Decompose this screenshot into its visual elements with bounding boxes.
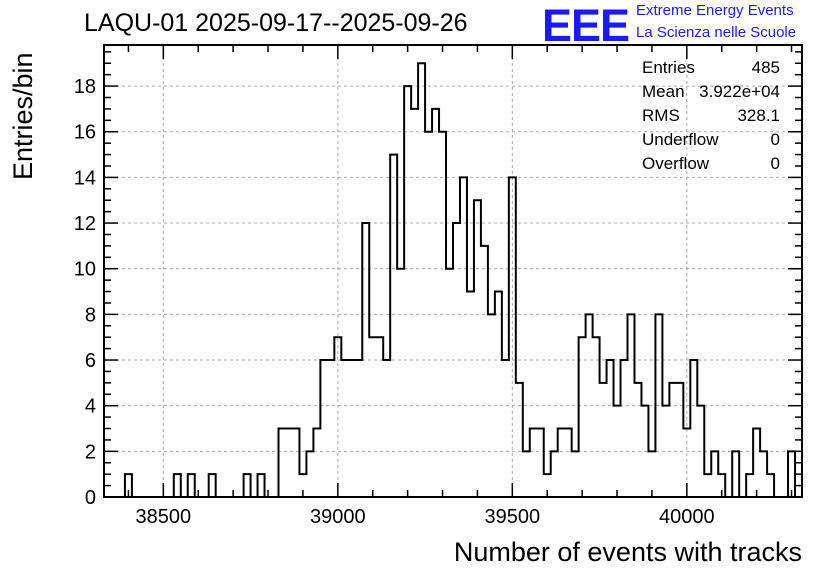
brand-line-1: Extreme Energy Events — [636, 2, 794, 19]
x-axis-label: Number of events with tracks — [453, 537, 802, 567]
stat-rms: RMS 328.1 — [642, 106, 780, 130]
stat-rms-value: 328.1 — [737, 106, 780, 125]
stat-overflow-value: 0 — [770, 154, 780, 173]
y-tick-label: 18 — [74, 76, 96, 98]
x-tick-label: 39500 — [485, 506, 541, 528]
stat-overflow-label: Overflow — [642, 154, 710, 173]
stat-entries-value: 485 — [751, 58, 780, 77]
stat-mean-value: 3.922e+04 — [699, 82, 780, 101]
stat-rms-label: RMS — [642, 106, 680, 125]
stat-entries-label: Entries — [642, 58, 695, 77]
stat-overflow: Overflow 0 — [642, 154, 780, 178]
stat-underflow-value: 0 — [770, 130, 780, 149]
stat-mean: Mean 3.922e+04 — [642, 82, 780, 106]
stat-underflow: Underflow 0 — [642, 130, 780, 154]
y-axis-label: Entries/bin — [8, 52, 38, 180]
y-tick-label: 12 — [74, 213, 96, 235]
x-tick-label: 38500 — [136, 506, 192, 528]
plot-frame — [103, 44, 803, 498]
y-tick-label: 2 — [85, 441, 96, 463]
stat-mean-label: Mean — [642, 82, 685, 101]
axis-ticks — [104, 45, 802, 498]
y-tick-label: 16 — [74, 122, 96, 144]
x-tick-label: 39000 — [310, 506, 366, 528]
tick-labels: 38500 39000 39500 40000 0 2 4 6 8 10 12 14 16 18 — [74, 76, 715, 528]
y-tick-label: 4 — [85, 396, 96, 418]
y-tick-label: 0 — [85, 487, 96, 509]
chart-title: LAQU-01 2025-09-17--2025-09-26 — [84, 9, 468, 37]
y-tick-label: 14 — [74, 167, 96, 189]
y-tick-label: 6 — [85, 350, 96, 372]
stats-box: Entries 485 Mean 3.922e+04 RMS 328.1 Und… — [642, 58, 780, 178]
brand-line-2: La Scienza nelle Scuole — [636, 24, 797, 41]
y-tick-label: 10 — [74, 259, 96, 281]
histogram-step-line — [104, 62, 802, 498]
y-tick-label: 8 — [85, 304, 96, 326]
stat-entries: Entries 485 — [642, 58, 780, 82]
eee-logo: EEE — [542, 0, 630, 51]
stat-underflow-label: Underflow — [642, 130, 719, 149]
x-tick-label: 40000 — [659, 506, 715, 528]
